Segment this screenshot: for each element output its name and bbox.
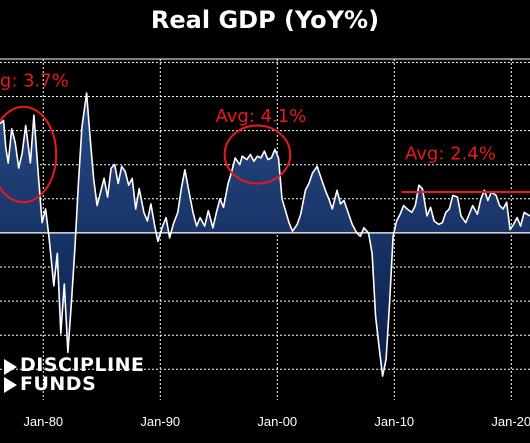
avg-label-1: Avg: 3.7% [0, 70, 69, 91]
avg-label-3: Avg: 2.4% [405, 144, 496, 165]
brand-logo: DISCIPLINE FUNDS [4, 356, 145, 394]
brand-mark-icon [4, 359, 17, 393]
brand-name-line2: FUNDS [20, 373, 97, 395]
annotation-layer: Avg: 3.7% Avg: 4.1% Avg: 2.4% [0, 70, 530, 204]
avg-circle-2 [223, 124, 292, 185]
x-tick-label: Jan-20 [491, 414, 530, 429]
chart-title: Real GDP (YoY%) [150, 6, 380, 34]
gdp-series-line [0, 92, 530, 377]
x-tick-label: Jan-00 [257, 414, 297, 429]
x-tick-label: Jan-10 [374, 414, 414, 429]
avg-label-2: Avg: 4.1% [215, 106, 306, 127]
gdp-area-fill [0, 93, 530, 377]
x-tick-label: Jan-90 [140, 414, 180, 429]
x-tick-label: Jan-80 [23, 414, 63, 429]
avg-circle-1 [0, 105, 58, 204]
x-tick-layer: Jan-80 Jan-90 Jan-00 Jan-10 Jan-20 [23, 414, 530, 429]
brand-name-line1: DISCIPLINE [20, 354, 145, 376]
area-layer [0, 92, 530, 377]
